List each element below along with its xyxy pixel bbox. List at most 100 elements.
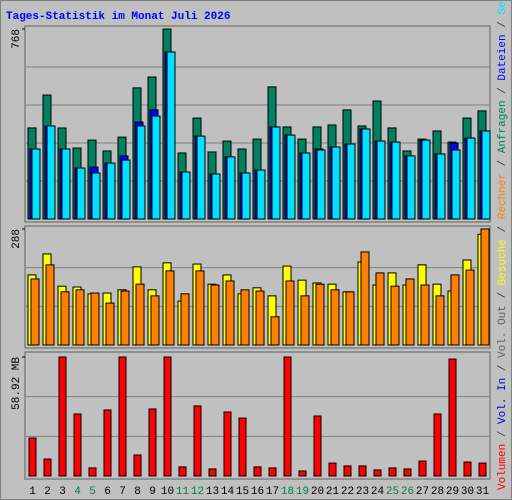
legend-entry: Dateien — [497, 34, 509, 80]
bar — [223, 411, 232, 477]
bar — [163, 356, 172, 477]
x-tick-label: 22 — [341, 486, 354, 498]
bar — [150, 295, 160, 346]
x-tick-label: 18 — [281, 486, 294, 498]
bar — [271, 126, 281, 220]
bar — [316, 149, 326, 220]
bar — [283, 356, 292, 477]
bar — [388, 467, 397, 477]
bar — [298, 470, 307, 477]
x-tick-label: 26 — [401, 486, 414, 498]
legend-entry: Volumen — [497, 444, 509, 490]
x-tick-label: 12 — [191, 486, 204, 498]
bar — [238, 417, 247, 477]
bar — [103, 409, 112, 477]
panel — [24, 351, 491, 480]
bar — [465, 269, 475, 346]
bar — [136, 125, 146, 220]
bar — [210, 284, 220, 346]
bar — [46, 125, 56, 220]
bar — [466, 137, 476, 220]
bar — [90, 292, 100, 346]
bar — [30, 278, 40, 346]
bar — [43, 458, 52, 477]
y-tick-label: 768 — [11, 29, 23, 49]
x-tick-label: 11 — [176, 486, 190, 498]
bar — [313, 415, 322, 477]
legend-entry: Rechner — [497, 173, 509, 219]
chart-title: Tages-Statistik im Monat Juli 2026 — [6, 11, 230, 23]
bar — [253, 466, 262, 477]
bar — [450, 274, 460, 346]
bar — [88, 467, 97, 477]
bar — [180, 293, 190, 346]
legend-separator: / — [497, 424, 509, 444]
bar — [91, 172, 101, 220]
bar — [61, 148, 71, 220]
bar — [376, 140, 386, 220]
bar — [106, 162, 116, 220]
x-tick-label: 19 — [296, 486, 309, 498]
bar — [225, 280, 235, 346]
y-tick-label: 288 — [11, 229, 23, 249]
x-tick-label: 8 — [134, 486, 141, 498]
bar — [285, 280, 295, 346]
bar — [360, 251, 370, 346]
bar — [478, 462, 487, 477]
bar — [361, 128, 371, 220]
legend-separator: / — [497, 153, 509, 173]
bar — [240, 289, 250, 346]
bar — [151, 115, 161, 220]
bar — [226, 156, 236, 220]
x-tick-label: 20 — [311, 486, 324, 498]
bar — [133, 454, 142, 477]
legend-entry: Vol. Out — [497, 305, 509, 358]
legend-entry: Vol. In — [497, 378, 509, 424]
x-tick-label: 14 — [221, 486, 235, 498]
x-tick-label: 7 — [119, 486, 126, 498]
legend-separator: / — [497, 285, 509, 305]
bar — [76, 167, 86, 220]
x-tick-label: 3 — [59, 486, 66, 498]
bar — [330, 289, 340, 346]
x-tick-label: 9 — [149, 486, 156, 498]
bar — [406, 155, 416, 220]
x-tick-label: 31 — [476, 486, 490, 498]
x-tick-label: 29 — [446, 486, 459, 498]
bar — [300, 295, 310, 346]
bar — [208, 468, 217, 477]
bar — [331, 146, 341, 220]
legend: Volumen / Vol. In / Vol. Out / Besuche /… — [497, 0, 509, 490]
bar — [436, 153, 446, 220]
bar — [463, 461, 472, 477]
bar — [343, 465, 352, 477]
bar — [358, 465, 367, 477]
bar — [118, 356, 127, 477]
bar — [420, 284, 430, 346]
bar — [481, 130, 491, 220]
bar — [315, 283, 325, 346]
bar — [58, 356, 67, 477]
bar — [181, 171, 191, 220]
bar — [373, 469, 382, 477]
x-tick-label: 28 — [431, 486, 444, 498]
bar — [451, 149, 461, 220]
bar — [45, 264, 55, 346]
x-tick-label: 30 — [461, 486, 474, 498]
x-tick-label: 21 — [326, 486, 340, 498]
bar — [375, 272, 385, 346]
bar — [301, 152, 311, 220]
x-tick-label: 1 — [29, 486, 36, 498]
bar — [405, 278, 415, 346]
bar — [195, 270, 205, 346]
legend-entry: Seiten — [497, 0, 509, 15]
x-tick-label: 15 — [236, 486, 249, 498]
x-tick-label: 2 — [44, 486, 51, 498]
x-tick-label: 17 — [266, 486, 279, 498]
bar — [421, 139, 431, 220]
y-tick-label: 58.92 MB — [11, 357, 23, 410]
bar — [270, 316, 280, 346]
bar — [178, 466, 187, 477]
bar — [241, 172, 251, 220]
